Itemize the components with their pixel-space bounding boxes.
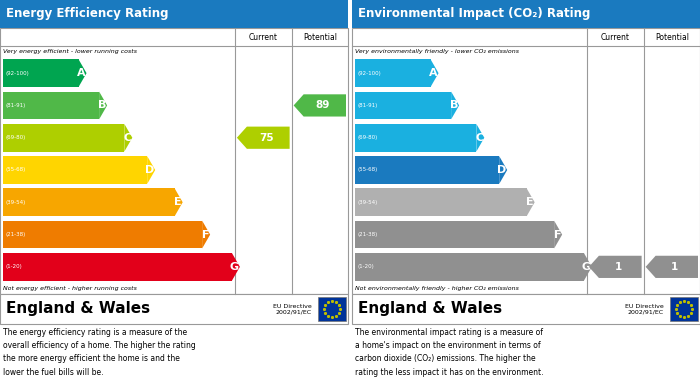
Polygon shape xyxy=(476,124,484,152)
Bar xyxy=(352,0,700,28)
Bar xyxy=(355,59,430,87)
Text: EU Directive
2002/91/EC: EU Directive 2002/91/EC xyxy=(273,303,312,314)
Polygon shape xyxy=(237,127,290,149)
Bar xyxy=(355,188,526,216)
Text: England & Wales: England & Wales xyxy=(6,301,150,316)
Text: 1: 1 xyxy=(615,262,622,272)
Text: The energy efficiency rating is a measure of the
overall efficiency of a home. T: The energy efficiency rating is a measur… xyxy=(3,328,196,377)
Polygon shape xyxy=(232,253,240,281)
Text: (1-20): (1-20) xyxy=(358,264,374,269)
Text: A: A xyxy=(429,68,438,78)
Bar xyxy=(352,294,700,324)
Text: England & Wales: England & Wales xyxy=(358,301,502,316)
Text: Very energy efficient - lower running costs: Very energy efficient - lower running co… xyxy=(3,49,137,54)
Text: (69-80): (69-80) xyxy=(6,135,27,140)
Polygon shape xyxy=(645,256,698,278)
Bar xyxy=(3,59,78,87)
Bar xyxy=(355,221,554,248)
Bar xyxy=(355,124,476,152)
Bar xyxy=(3,91,99,119)
Text: B: B xyxy=(98,100,106,110)
Text: 89: 89 xyxy=(316,100,330,110)
Text: Potential: Potential xyxy=(303,32,337,41)
Text: 1: 1 xyxy=(671,262,678,272)
Text: (55-68): (55-68) xyxy=(6,167,27,172)
Bar xyxy=(3,124,125,152)
Text: D: D xyxy=(497,165,506,175)
Text: (21-38): (21-38) xyxy=(6,232,27,237)
Text: C: C xyxy=(475,133,483,143)
Polygon shape xyxy=(451,91,459,119)
Text: Environmental Impact (CO₂) Rating: Environmental Impact (CO₂) Rating xyxy=(358,7,590,20)
Polygon shape xyxy=(293,94,346,117)
Text: A: A xyxy=(77,68,85,78)
Polygon shape xyxy=(554,221,562,248)
Text: (1-20): (1-20) xyxy=(6,264,22,269)
Text: G: G xyxy=(582,262,591,272)
Text: D: D xyxy=(145,165,154,175)
Bar xyxy=(3,253,232,281)
Text: C: C xyxy=(123,133,132,143)
Polygon shape xyxy=(125,124,132,152)
Text: E: E xyxy=(174,197,182,207)
Bar xyxy=(318,297,346,321)
Text: (92-100): (92-100) xyxy=(6,71,29,75)
Polygon shape xyxy=(175,188,183,216)
Polygon shape xyxy=(584,253,592,281)
Text: (81-91): (81-91) xyxy=(358,103,378,108)
Text: F: F xyxy=(554,230,561,240)
Text: (81-91): (81-91) xyxy=(6,103,27,108)
Bar xyxy=(355,91,451,119)
Text: Not environmentally friendly - higher CO₂ emissions: Not environmentally friendly - higher CO… xyxy=(355,286,519,291)
Text: B: B xyxy=(450,100,458,110)
Text: Current: Current xyxy=(601,32,630,41)
Polygon shape xyxy=(147,156,155,184)
Polygon shape xyxy=(202,221,210,248)
Bar xyxy=(0,294,348,324)
Bar xyxy=(3,221,202,248)
Polygon shape xyxy=(99,91,107,119)
Polygon shape xyxy=(78,59,87,87)
Text: G: G xyxy=(230,262,239,272)
Bar xyxy=(352,28,700,294)
Text: (55-68): (55-68) xyxy=(358,167,378,172)
Text: (39-54): (39-54) xyxy=(6,200,27,205)
Polygon shape xyxy=(430,59,438,87)
Bar xyxy=(3,188,175,216)
Text: (21-38): (21-38) xyxy=(358,232,378,237)
Text: 75: 75 xyxy=(259,133,274,143)
Text: Current: Current xyxy=(248,32,278,41)
Text: Energy Efficiency Rating: Energy Efficiency Rating xyxy=(6,7,169,20)
Polygon shape xyxy=(589,256,642,278)
Bar xyxy=(3,156,147,184)
Polygon shape xyxy=(499,156,508,184)
Text: Potential: Potential xyxy=(654,32,689,41)
Text: EU Directive
2002/91/EC: EU Directive 2002/91/EC xyxy=(625,303,664,314)
Text: E: E xyxy=(526,197,533,207)
Text: F: F xyxy=(202,230,209,240)
Bar xyxy=(355,253,584,281)
Bar xyxy=(0,0,348,28)
Text: (39-54): (39-54) xyxy=(358,200,378,205)
Text: (92-100): (92-100) xyxy=(358,71,382,75)
Text: Very environmentally friendly - lower CO₂ emissions: Very environmentally friendly - lower CO… xyxy=(355,49,519,54)
Text: The environmental impact rating is a measure of
a home's impact on the environme: The environmental impact rating is a mea… xyxy=(355,328,543,377)
Bar xyxy=(670,297,698,321)
Bar xyxy=(0,28,348,294)
Polygon shape xyxy=(526,188,535,216)
Bar xyxy=(355,156,499,184)
Text: (69-80): (69-80) xyxy=(358,135,378,140)
Text: Not energy efficient - higher running costs: Not energy efficient - higher running co… xyxy=(3,286,137,291)
